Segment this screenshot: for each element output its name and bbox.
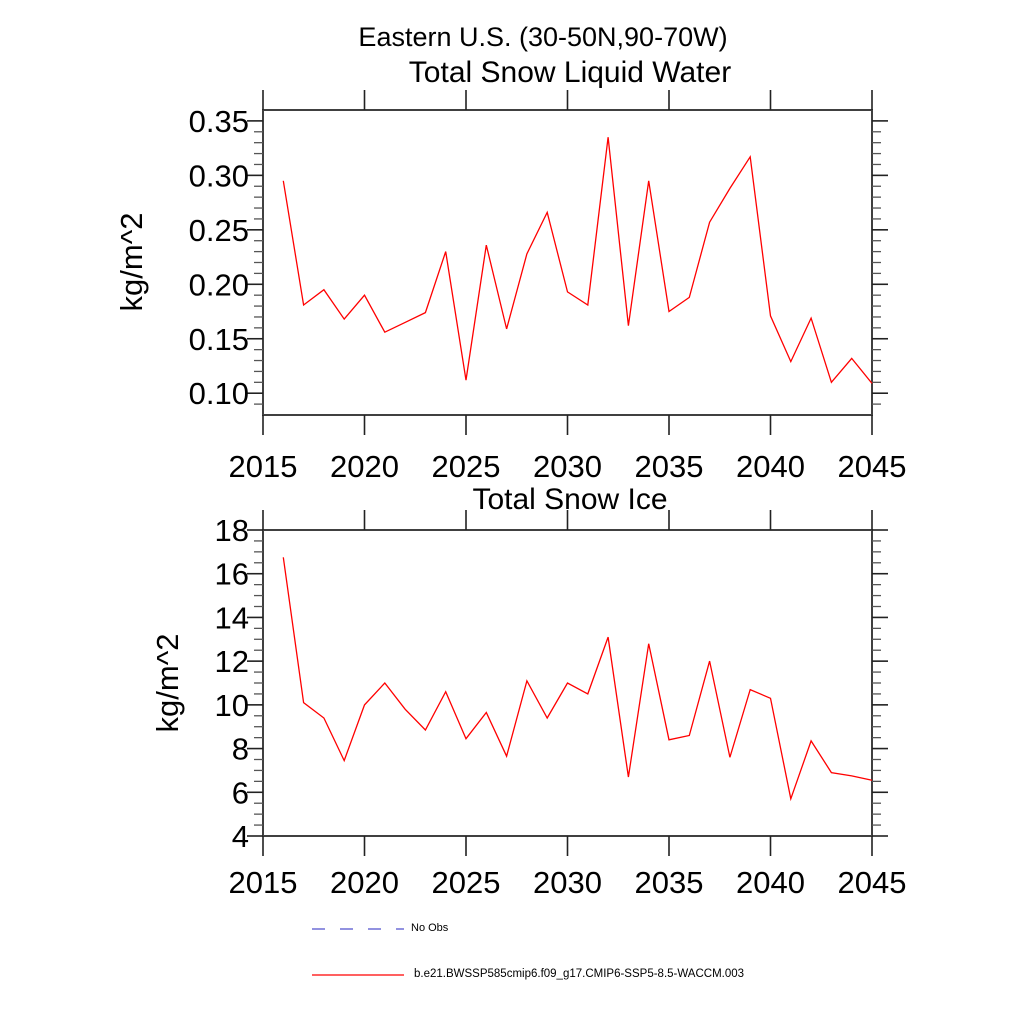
x-tick-label: 2015 <box>229 449 298 484</box>
y-tick-label: 16 <box>215 557 249 592</box>
x-tick-label: 2040 <box>736 865 805 900</box>
chart1-title: Total Snow Liquid Water <box>408 56 732 89</box>
x-tick-label: 2040 <box>736 449 805 484</box>
chart2-title: Total Snow Ice <box>472 483 668 516</box>
data-series-line <box>282 557 873 802</box>
x-tick-label: 2015 <box>229 865 298 900</box>
legend-label-series: b.e21.BWSSP585cmip6.f09_g17.CMIP6-SSP5-8… <box>414 968 745 980</box>
chart2-y-axis-label: kg/m^2 <box>150 633 185 733</box>
top-plot: 2015 2020 2025 2030 2035 2040 2045 0.10 0.15 0.20… <box>189 90 907 484</box>
y-tick-label: 0.20 <box>189 267 249 302</box>
x-tick-label: 2025 <box>432 865 501 900</box>
plot-frame <box>262 109 873 416</box>
data-series-line <box>282 137 873 384</box>
main-title: Eastern U.S. (30-50N,90-70W) <box>358 22 728 52</box>
x-tick-label: 2030 <box>533 865 602 900</box>
y-tick-label: 8 <box>232 732 249 767</box>
bottom-plot: 2015 2020 2025 2030 2035 2040 2045 4 6 8 10 12 14 16 1… <box>215 510 907 900</box>
y-tick-label: 0.25 <box>189 213 249 248</box>
x-tick-label: 2030 <box>533 449 602 484</box>
y-tick-label: 4 <box>232 819 249 854</box>
x-tick-label: 2045 <box>838 865 907 900</box>
y-tick-label: 14 <box>215 600 249 635</box>
x-tick-label: 2045 <box>838 449 907 484</box>
y-tick-label: 0.30 <box>189 158 249 193</box>
y-tick-label: 18 <box>215 513 249 548</box>
y-tick-label: 10 <box>215 688 249 723</box>
x-tick-label: 2025 <box>432 449 501 484</box>
x-tick-label: 2020 <box>330 865 399 900</box>
chart1-y-axis-label: kg/m^2 <box>114 212 149 312</box>
x-tick-label: 2020 <box>330 449 399 484</box>
y-tick-label: 0.10 <box>189 376 249 411</box>
y-tick-label: 0.35 <box>189 104 249 139</box>
x-tick-label: 2035 <box>635 449 704 484</box>
y-tick-label: 6 <box>232 775 249 810</box>
legend-label-no-obs: No Obs <box>411 922 449 934</box>
x-tick-label: 2035 <box>635 865 704 900</box>
y-tick-label: 12 <box>215 644 249 679</box>
y-tick-label: 0.15 <box>189 322 249 357</box>
